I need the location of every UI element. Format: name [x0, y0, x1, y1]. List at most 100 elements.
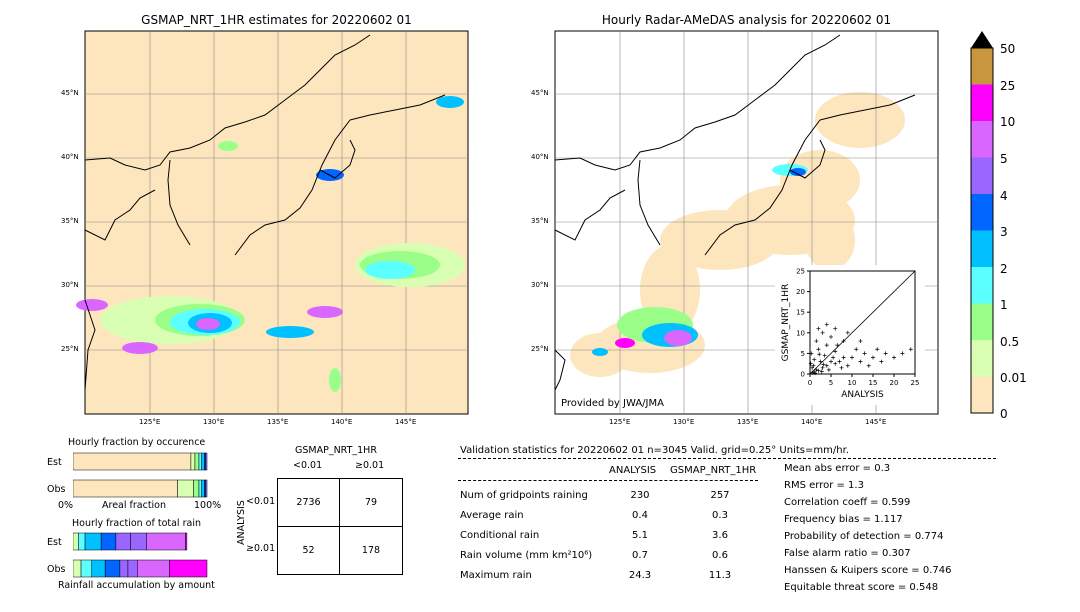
fraction-bar-segment [104, 559, 121, 578]
fraction-bar-segment [198, 452, 202, 471]
occurrence-axis-mid: Areal fraction [102, 500, 167, 511]
scatter-point [854, 347, 859, 352]
stat-gsmap: 11.3 [708, 570, 732, 581]
stat-analysis: 230 [630, 490, 650, 501]
score-line: RMS error = 1.3 [784, 480, 864, 491]
scatter-x-tick-label: 15 [869, 379, 878, 387]
scatter-plot: 0 5 10 15 20 25 0 5 10 15 20 25 ANALYSIS GSMAP_NRT_1H… [781, 268, 919, 401]
scatter-point [818, 359, 823, 364]
fraction-bar-segment [73, 479, 178, 498]
scatter-point [835, 343, 840, 348]
scatter-point [820, 365, 825, 370]
scatter-point [883, 351, 888, 356]
scatter-point [831, 355, 836, 360]
scatter-point [816, 368, 821, 373]
right-lat-label: 30°N [531, 281, 549, 289]
colorbar-segment [971, 121, 993, 158]
colorbar-label: 0 [1000, 407, 1008, 421]
colorbar-label: 5 [1000, 152, 1008, 166]
left-lat-label: 25°N [61, 345, 79, 353]
colorbar-frame [970, 47, 994, 414]
stat-analysis: 24.3 [628, 570, 652, 581]
stat-label: Maximum rain [460, 570, 532, 581]
validation-divider [458, 458, 996, 459]
colorbar-label: 4 [1000, 189, 1008, 203]
scatter-y-tick-label: 10 [796, 329, 805, 337]
right-lat-label: 45°N [531, 89, 549, 97]
fraction-bar-segment [119, 559, 129, 578]
scatter-x-tick-label: 0 [808, 379, 812, 387]
occurrence-est-label: Est [47, 457, 62, 468]
scatter-point [824, 343, 829, 348]
colorbar-segment [971, 376, 993, 413]
stat-analysis: 5.1 [632, 530, 648, 541]
scatter-point [814, 367, 819, 372]
left-map-title: GSMAP_NRT_1HR estimates for 20220602 01 [141, 13, 412, 27]
left-lat-label: 35°N [61, 217, 79, 225]
colorbar-segment [971, 303, 993, 340]
score-line: Equitable threat score = 0.548 [784, 582, 939, 593]
contingency-row-header: <0.01 [246, 496, 276, 507]
scatter-y-tick-label: 0 [801, 371, 805, 379]
scatter-point [816, 347, 821, 352]
scatter-point [839, 365, 844, 370]
right-lat-label: 25°N [531, 345, 549, 353]
fraction-bar-segment [73, 452, 192, 471]
right-lat-label: 40°N [531, 153, 549, 161]
total-title: Hourly fraction of total rain [72, 518, 201, 529]
contingency-row-header: ≥0.01 [246, 543, 276, 554]
stat-label: Conditional rain [460, 530, 540, 541]
stat-analysis: 0.4 [632, 510, 648, 521]
fraction-bar-segment [169, 559, 208, 578]
scatter-point [813, 371, 818, 376]
occurrence-axis-left: 0% [58, 500, 74, 511]
colorbar-segment [971, 267, 993, 304]
contingency-title: GSMAP_NRT_1HR [295, 445, 377, 456]
stat-gsmap: 257 [710, 490, 730, 501]
fraction-bar-segment [146, 532, 186, 551]
scatter-point [841, 355, 846, 360]
right-map-title: Hourly Radar-AMeDAS analysis for 2022060… [601, 13, 892, 27]
stat-gsmap: 0.6 [712, 550, 728, 561]
validation-col-header: ANALYSIS [609, 465, 657, 476]
scatter-point [879, 359, 884, 364]
left-map [76, 30, 469, 415]
contingency-cell: 178 [361, 545, 381, 556]
scatter-point [824, 363, 829, 368]
occurrence-bars [73, 452, 208, 498]
right-lon-label: 145°E [865, 418, 887, 426]
scatter-point [850, 355, 854, 360]
fraction-bar-segment [80, 559, 93, 578]
total-obs-label: Obs [47, 564, 66, 575]
colorbar-label: 2 [1000, 262, 1008, 276]
scatter-point [829, 359, 833, 364]
colorbar-label: 1 [1000, 298, 1008, 312]
left-lat-label: 45°N [61, 89, 79, 97]
scatter-point [900, 351, 905, 356]
scatter-point [866, 363, 871, 368]
occurrence-title: Hourly fraction by occurence [68, 437, 206, 448]
left-lat-label: 30°N [61, 281, 79, 289]
scatter-point [826, 367, 831, 372]
scatter-point [837, 359, 842, 364]
left-lon-label: 125°E [139, 418, 161, 426]
total-bars [73, 532, 208, 578]
fraction-bar-segment [127, 559, 138, 578]
fraction-bar-segment [194, 452, 200, 471]
validation-header: Validation statistics for 20220602 01 n=… [460, 445, 849, 456]
fraction-bar-segment [73, 532, 79, 551]
fraction-bar-segment [201, 479, 205, 498]
scatter-point [821, 362, 826, 367]
colorbar-label: 3 [1000, 225, 1008, 239]
stat-gsmap: 3.6 [712, 530, 728, 541]
fraction-bar-segment [91, 559, 106, 578]
scatter-point [833, 361, 838, 366]
scatter-point [829, 334, 833, 339]
scatter-point [858, 339, 863, 344]
scatter-point [822, 353, 827, 358]
scatter-ylabel: GSMAP_NRT_1HR [781, 284, 791, 362]
fraction-bar-segment [198, 479, 202, 498]
right-lat-label: 35°N [531, 217, 549, 225]
fraction-bar-segment [100, 532, 117, 551]
scatter-y-tick-label: 25 [796, 268, 805, 276]
